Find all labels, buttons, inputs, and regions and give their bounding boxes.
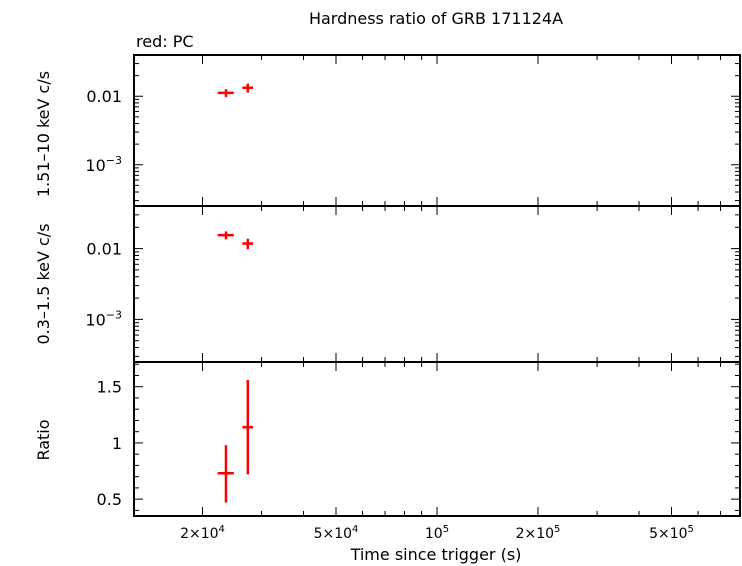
chart-panels: 0.01 10−3 1.51–10 keV c/s 0.01 10−3 0.3–1.5 k… — [34, 54, 741, 542]
chart-title: Hardness ratio of GRB 171124A — [309, 9, 563, 28]
data-point — [242, 238, 254, 250]
y-axis-label: Ratio — [34, 419, 53, 460]
y-tick-label: 0.01 — [86, 87, 122, 106]
x-axis-label: Time since trigger (s) — [350, 545, 522, 564]
panel-2: 0.01 10−3 0.3–1.5 keV c/s — [34, 205, 741, 363]
data-point — [242, 83, 254, 93]
data-point — [217, 445, 234, 503]
y-tick-label: 10−3 — [85, 308, 122, 329]
x-tick-label: 2×105 — [516, 524, 561, 542]
y-tick-label: 1 — [112, 434, 122, 453]
x-tick-label: 5×105 — [649, 524, 694, 542]
y-tick-label: 0.5 — [97, 490, 122, 509]
x-tick-label: 5×104 — [314, 524, 359, 542]
panel-frame — [133, 54, 741, 207]
x-tick-label: 105 — [425, 524, 449, 542]
y-axis-label: 0.3–1.5 keV c/s — [34, 223, 53, 344]
legend-note: red: PC — [136, 32, 194, 51]
y-tick-label: 10−3 — [85, 154, 122, 175]
x-tick-label: 2×104 — [180, 524, 225, 542]
data-point — [217, 231, 234, 240]
data-point — [242, 379, 254, 475]
panel-1: 0.01 10−3 1.51–10 keV c/s — [34, 54, 741, 207]
panel-frame — [133, 205, 741, 363]
y-tick-label: 1.5 — [97, 378, 122, 397]
data-point — [217, 89, 234, 98]
y-tick-label: 0.01 — [86, 240, 122, 259]
panel-3: 0.5 1 1.5 Ratio — [34, 361, 741, 517]
y-axis-label: 1.51–10 keV c/s — [34, 71, 53, 197]
